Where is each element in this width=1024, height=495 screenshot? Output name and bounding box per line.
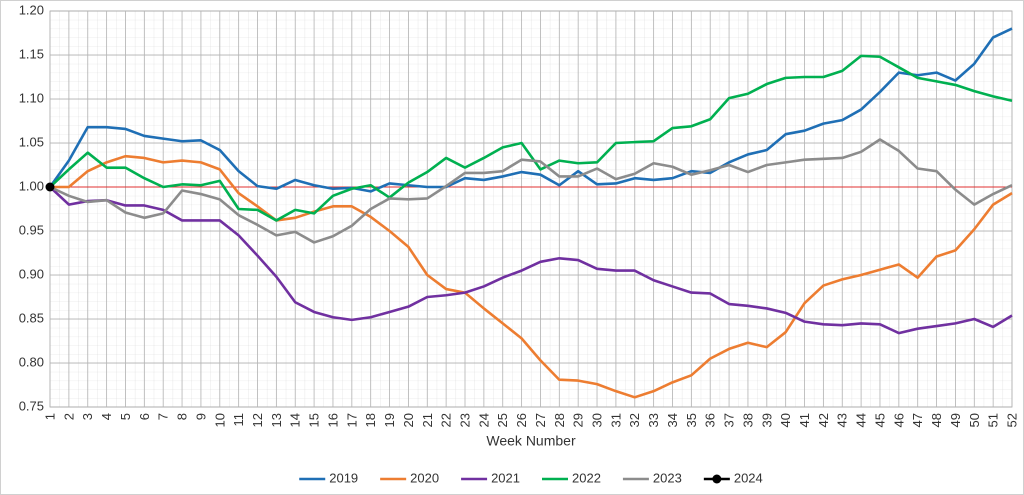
legend-label: 2019 <box>329 470 358 485</box>
y-tick-label: 1.05 <box>19 134 44 149</box>
series-line <box>49 138 1013 244</box>
x-tick-label: 24 <box>476 413 491 427</box>
y-tick-label: 0.75 <box>19 398 44 413</box>
x-tick-label: 29 <box>571 413 586 427</box>
x-tick-label: 31 <box>608 413 623 427</box>
x-tick-label: 42 <box>816 413 831 427</box>
x-tick-label: 41 <box>797 413 812 427</box>
x-tick-label: 51 <box>986 413 1001 427</box>
x-tick-label: 10 <box>212 413 227 427</box>
x-tick-label: 1 <box>43 413 58 420</box>
x-tick-label: 38 <box>740 413 755 427</box>
x-tick-label: 12 <box>250 413 265 427</box>
y-tick-label: 0.85 <box>19 310 44 325</box>
x-tick-label: 33 <box>646 413 661 427</box>
y-tick-label: 0.90 <box>19 266 44 281</box>
x-tick-label: 21 <box>420 413 435 427</box>
y-tick-label: 1.10 <box>19 90 44 105</box>
x-tick-label: 35 <box>684 413 699 427</box>
x-tick-label: 5 <box>118 413 133 420</box>
y-tick-label: 1.00 <box>19 178 44 193</box>
x-tick-label: 50 <box>967 413 982 427</box>
x-tick-label: 34 <box>665 413 680 427</box>
x-tick-label: 40 <box>778 413 793 427</box>
x-tick-label: 3 <box>80 413 95 420</box>
x-tick-label: 6 <box>137 413 152 420</box>
x-tick-label: 2 <box>61 413 76 420</box>
x-tick-label: 36 <box>703 413 718 427</box>
series-marker <box>45 182 55 192</box>
x-tick-label: 46 <box>891 413 906 427</box>
x-tick-label: 48 <box>929 413 944 427</box>
x-axis-label: Week Number <box>486 433 576 449</box>
x-tick-label: 18 <box>363 413 378 427</box>
x-tick-label: 39 <box>759 413 774 427</box>
x-tick-label: 44 <box>854 413 869 427</box>
x-tick-label: 11 <box>231 413 246 427</box>
y-tick-label: 1.20 <box>19 2 44 17</box>
x-tick-label: 20 <box>401 413 416 427</box>
plot-area <box>49 10 1013 408</box>
x-tick-label: 14 <box>288 413 303 427</box>
y-tick-label: 0.95 <box>19 222 44 237</box>
series-line <box>50 154 1013 399</box>
x-tick-label: 9 <box>193 413 208 420</box>
legend-marker <box>712 474 722 484</box>
y-tick-label: 1.15 <box>19 46 44 61</box>
x-tick-label: 8 <box>175 413 190 420</box>
x-tick-label: 32 <box>627 413 642 427</box>
x-tick-label: 19 <box>382 413 397 427</box>
series-line <box>49 54 1013 222</box>
x-tick-label: 7 <box>156 413 171 420</box>
series-line <box>48 27 1013 193</box>
legend-label: 2020 <box>410 470 439 485</box>
x-tick-label: 30 <box>590 413 605 427</box>
x-tick-label: 52 <box>1005 413 1020 427</box>
legend-label: 2024 <box>734 470 763 485</box>
x-tick-label: 25 <box>495 413 510 427</box>
x-tick-label: 47 <box>910 413 925 427</box>
x-tick-label: 13 <box>269 413 284 427</box>
legend-label: 2022 <box>572 470 601 485</box>
x-tick-label: 27 <box>533 413 548 427</box>
y-tick-label: 0.80 <box>19 354 44 369</box>
x-tick-label: 17 <box>344 413 359 427</box>
x-tick-label: 37 <box>722 413 737 427</box>
x-tick-label: 4 <box>99 413 114 420</box>
x-tick-label: 26 <box>514 413 529 427</box>
legend-label: 2021 <box>491 470 520 485</box>
x-tick-label: 16 <box>325 413 340 427</box>
x-tick-label: 49 <box>948 413 963 427</box>
x-tick-label: 15 <box>307 413 322 427</box>
series-line <box>49 186 1013 335</box>
legend-label: 2023 <box>653 470 682 485</box>
x-tick-label: 28 <box>552 413 567 427</box>
x-tick-label: 22 <box>439 413 454 427</box>
legend: 2019 2020 2021 2022 2023 2024 <box>299 470 763 485</box>
x-tick-label: 23 <box>457 413 472 427</box>
x-tick-label: 45 <box>872 413 887 427</box>
x-tick-label: 43 <box>835 413 850 427</box>
